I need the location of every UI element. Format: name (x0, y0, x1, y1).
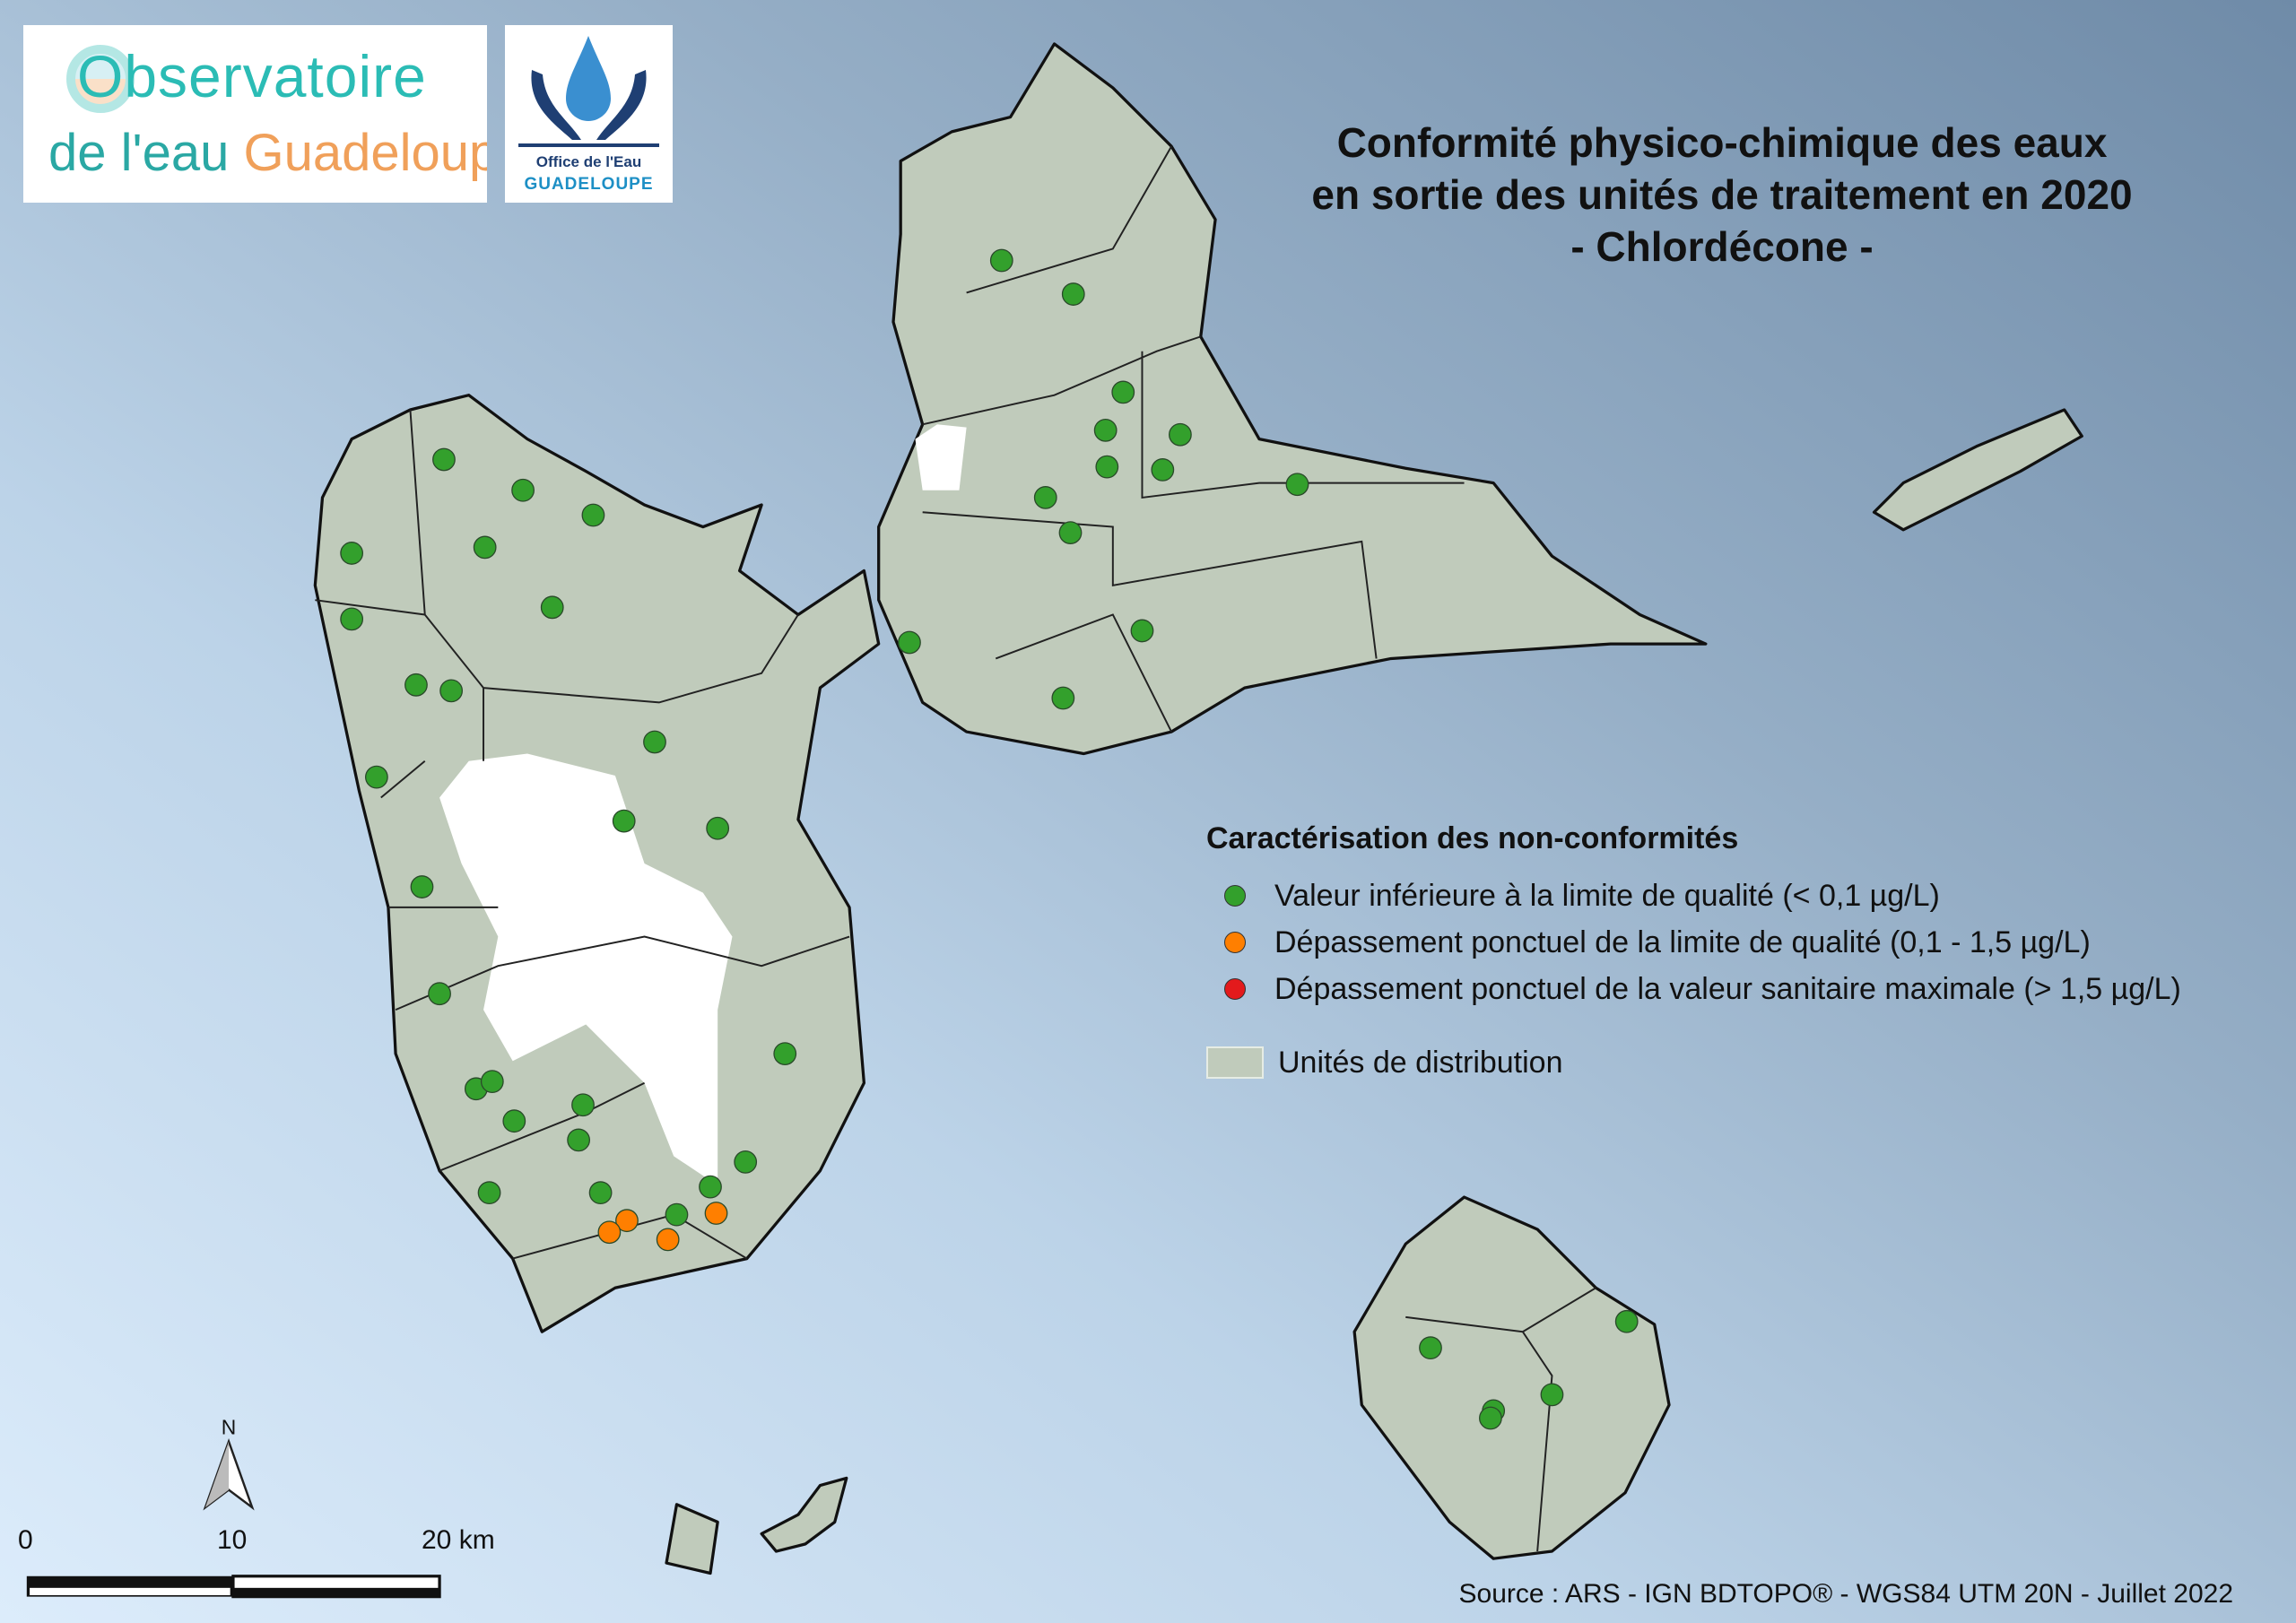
sample-point-conforme (477, 1181, 501, 1205)
sample-point-conforme (1061, 282, 1085, 306)
logo-text-1: Observatoire (77, 43, 427, 109)
legend-item-unites: Unités de distribution (1206, 1039, 2283, 1086)
sample-point-conforme (1130, 619, 1154, 643)
sample-point-conforme (581, 503, 605, 527)
sample-point-conforme (340, 542, 364, 565)
magnifier-wave-icon (66, 45, 135, 113)
logo-text-2b: Guadeloupe (243, 124, 487, 182)
observatoire-logo: Observatoire de l'eau Guadeloupe (23, 25, 487, 203)
legend-item-sanitaire: Dépassement ponctuel de la valeur sanita… (1206, 966, 2283, 1012)
sample-point-conforme (898, 630, 921, 655)
legend: Caractérisation des non-conformités Vale… (1206, 820, 2283, 1086)
sample-point-conforme (989, 248, 1013, 273)
sample-point-conforme (1614, 1309, 1639, 1333)
sample-point-conforme (1169, 422, 1192, 447)
sample-point-conforme (1095, 455, 1119, 479)
north-arrow: N (203, 1415, 255, 1511)
sample-point-conforme (567, 1128, 591, 1152)
sample-point-conforme (410, 875, 434, 898)
map-title: Conformité physico-chimique des eaux en … (1202, 117, 2242, 273)
green-dot-icon (1224, 885, 1246, 907)
orange-dot-icon (1224, 932, 1246, 953)
sample-point-conforme (734, 1150, 758, 1174)
sample-point-conforme (473, 535, 497, 560)
sample-point-conforme (1151, 458, 1175, 482)
area-swatch-icon (1206, 1046, 1264, 1079)
water-drop-hands-icon (518, 36, 659, 147)
sample-point-conforme (706, 816, 730, 840)
sample-point-conforme (340, 607, 364, 631)
sample-point-conforme (540, 595, 564, 620)
source-credit: Source : ARS - IGN BDTOPO® - WGS84 UTM 2… (1458, 1579, 2233, 1609)
sample-points (340, 248, 1639, 1430)
sample-point-depassement (656, 1228, 680, 1252)
sample-point-conforme (643, 730, 666, 754)
national-park-area (439, 424, 967, 1186)
scale-bar (26, 1575, 441, 1599)
les-saintes-island (665, 1503, 719, 1575)
scale-label-0: 0 (18, 1525, 33, 1555)
sample-point-conforme (699, 1175, 722, 1199)
sample-point-conforme (432, 447, 456, 472)
sample-point-conforme (1058, 521, 1083, 544)
north-label: N (222, 1415, 237, 1438)
sample-point-conforme (588, 1181, 613, 1205)
legend-item-limite: Dépassement ponctuel de la limite de qua… (1206, 919, 2283, 966)
sample-point-conforme (773, 1042, 797, 1066)
grande-terre-island (877, 42, 1708, 756)
sample-point-depassement (704, 1202, 728, 1225)
sample-point-conforme (1111, 380, 1135, 404)
title-line-1: Conformité physico-chimique des eaux (1336, 119, 2108, 166)
marie-galante-island (1352, 1195, 1671, 1560)
legend-heading: Caractérisation des non-conformités (1206, 821, 1739, 855)
scale-label-10: 10 (217, 1525, 248, 1555)
sample-point-conforme (1051, 686, 1075, 710)
sample-point-conforme (1540, 1383, 1564, 1407)
sample-point-conforme (1033, 486, 1057, 509)
sample-point-depassement (597, 1220, 622, 1245)
sample-point-conforme (502, 1109, 526, 1133)
office-logo-text-1: Office de l'Eau (535, 153, 642, 170)
title-line-2: en sortie des unités de traitement en 20… (1311, 171, 2133, 218)
office-logo-text-2: GUADELOUPE (524, 175, 654, 194)
logo-text-2a: de l'eau (48, 124, 230, 182)
sample-point-depassement (615, 1209, 639, 1233)
sample-point-conforme (1419, 1336, 1442, 1360)
sample-point-conforme (665, 1202, 689, 1227)
title-line-3: - Chlordécone - (1570, 223, 1874, 270)
sample-point-conforme (612, 809, 636, 833)
sample-point-conforme (428, 982, 451, 1006)
sample-point-conforme (480, 1070, 504, 1094)
sample-point-conforme (439, 679, 464, 703)
office-eau-logo: Office de l'Eau GUADELOUPE (505, 25, 673, 203)
sample-point-conforme (1479, 1406, 1502, 1430)
sample-point-conforme (404, 673, 428, 697)
les-saintes-island (760, 1476, 848, 1553)
scale-label-20: 20 km (422, 1525, 495, 1555)
sample-point-conforme (511, 478, 535, 502)
sample-point-conforme (1093, 418, 1118, 442)
sample-point-conforme (571, 1093, 595, 1117)
red-dot-icon (1224, 978, 1246, 1000)
distribution-unit-borders (315, 145, 1596, 1552)
sample-point-conforme (1285, 473, 1309, 497)
la-desirade-island (1872, 408, 2083, 532)
legend-item-conforme: Valeur inférieure à la limite de qualité… (1206, 872, 2283, 919)
sample-point-conforme (364, 765, 388, 789)
